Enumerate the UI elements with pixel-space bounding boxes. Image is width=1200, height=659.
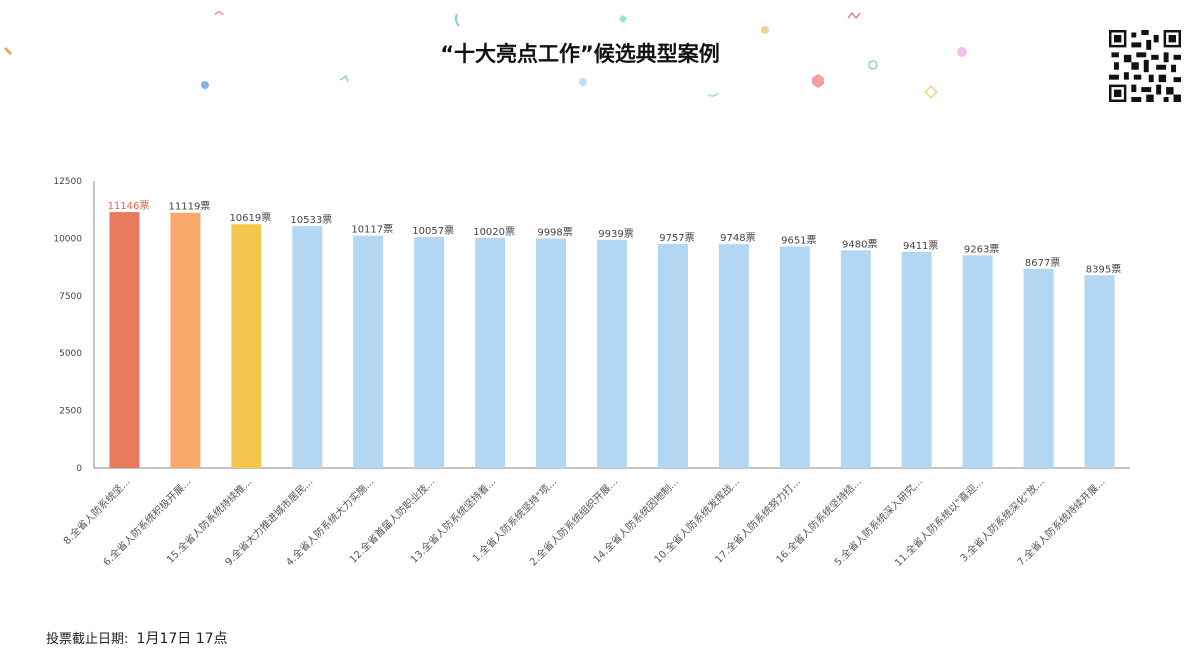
y-tick-label: 2500 (59, 407, 82, 417)
decorative-confetti (3, 11, 967, 99)
bar-value-label: 10057票 (412, 225, 454, 237)
bar-value-label: 9480票 (842, 238, 877, 250)
footer: 投票截止日期: 1月17日 17点 (46, 628, 228, 648)
bar[interactable] (657, 243, 688, 468)
y-tick-label: 5000 (59, 349, 82, 359)
bar[interactable] (718, 244, 749, 468)
bar[interactable] (1084, 275, 1115, 468)
bar-value-label: 9263票 (964, 243, 999, 255)
bar[interactable] (292, 226, 323, 468)
y-tick-label: 7500 (59, 292, 82, 302)
bar-value-label: 8395票 (1086, 263, 1121, 275)
bar-value-label: 11119票 (169, 201, 211, 213)
bar-series (109, 212, 1115, 468)
data-labels: 11146票 11119票 10619票 10533票 10117票 10057票 1002… (108, 200, 1122, 275)
bar[interactable] (231, 224, 262, 468)
bar-value-label: 9757票 (659, 232, 694, 244)
bar[interactable] (414, 237, 445, 468)
bar[interactable] (1023, 268, 1054, 468)
bar[interactable] (536, 238, 567, 468)
bar[interactable] (353, 235, 384, 468)
bar[interactable] (901, 251, 932, 468)
deadline-label: 投票截止日期: (46, 632, 129, 647)
bar-value-label: 10619票 (229, 212, 271, 224)
bar[interactable] (779, 246, 810, 468)
bar-value-label: 9651票 (781, 234, 816, 246)
bar[interactable] (109, 212, 140, 468)
bar-value-label: 8677票 (1025, 257, 1060, 269)
y-tick-label: 12500 (53, 177, 82, 187)
y-tick-label: 10000 (53, 234, 82, 244)
bar-value-label: 9748票 (720, 232, 755, 244)
bar-value-label: 9998票 (537, 226, 572, 238)
deadline-value: 1月17日 17点 (136, 631, 228, 647)
bar[interactable] (962, 255, 993, 468)
bar[interactable] (475, 237, 506, 468)
y-tick-label: 0 (76, 464, 82, 474)
qr-code-icon[interactable] (1108, 30, 1182, 102)
bar-value-label: 11146票 (108, 200, 150, 212)
bar-value-label: 9411票 (903, 240, 938, 252)
bar-value-label: 10533票 (290, 214, 332, 226)
x-tick-label: 8.全省人防系统坚... (60, 475, 132, 547)
bar[interactable] (840, 250, 871, 468)
bar-value-label: 9939票 (598, 228, 633, 240)
bar[interactable] (597, 239, 627, 468)
bar-value-label: 10117票 (351, 224, 393, 236)
bar-value-label: 10020票 (473, 226, 515, 238)
page-title: “十大亮点工作”候选典型案例 (440, 42, 720, 66)
vote-bar-chart: 0 2500 5000 7500 10000 12500 11146票 11119票 1061… (53, 177, 1130, 569)
category-labels: 8.全省人防系统坚...6.全省人防系统积极开展...15.全省人防系统持续推.… (60, 475, 1107, 569)
bar[interactable] (170, 212, 201, 468)
